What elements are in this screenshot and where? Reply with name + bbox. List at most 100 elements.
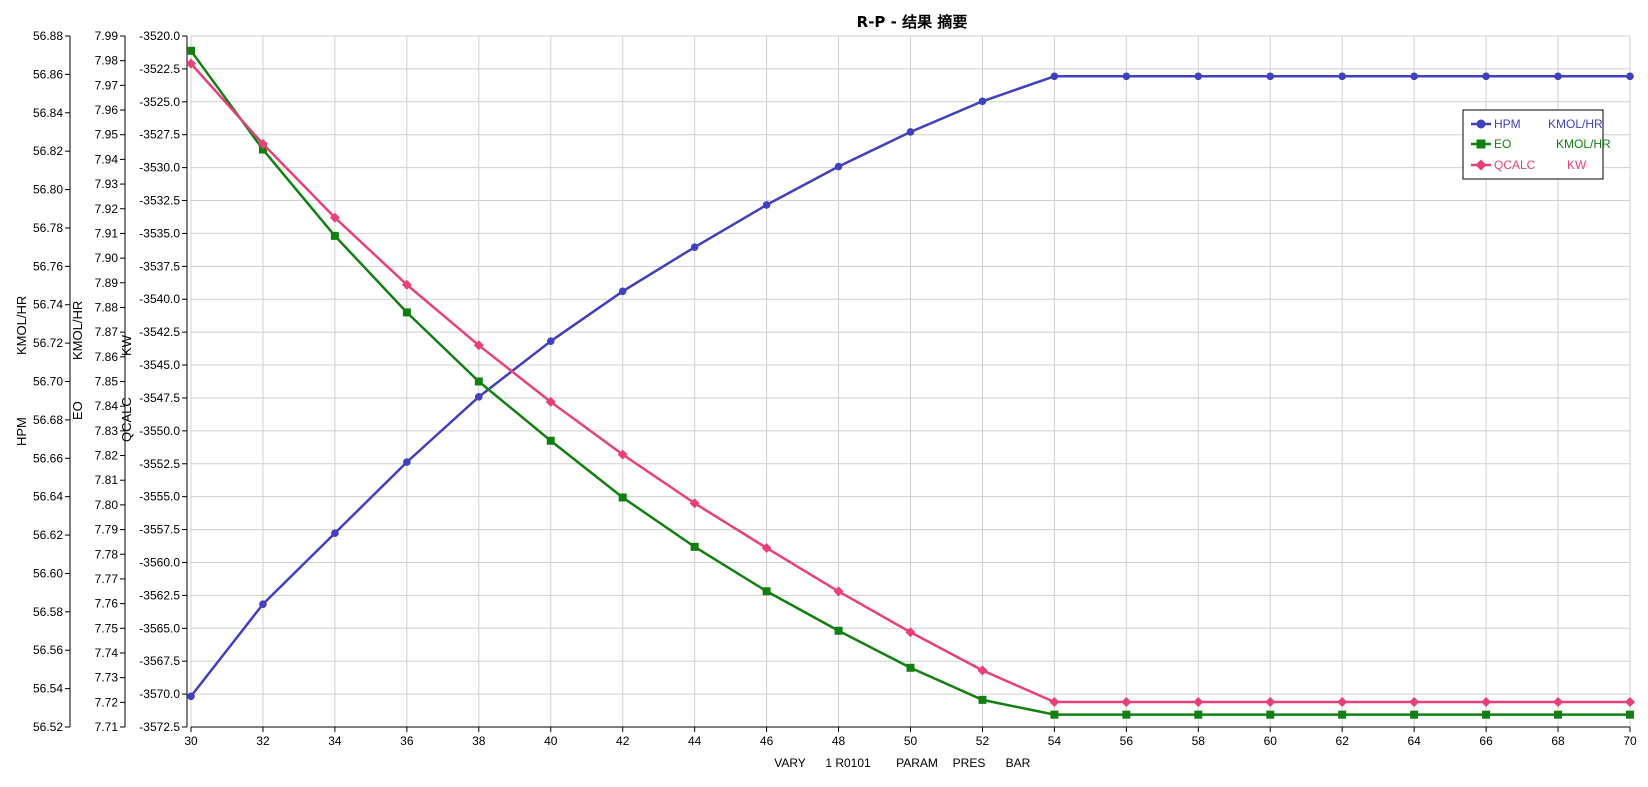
x-tick-label: 42	[616, 734, 630, 748]
y-axis-title-qcalc: QCALC KW	[119, 334, 134, 442]
y-tick-label: 56.56	[33, 643, 63, 657]
data-point-eo	[474, 377, 483, 386]
data-point-qcalc	[401, 279, 412, 290]
y-tick-label: 56.68	[33, 413, 63, 427]
data-point-qcalc	[977, 665, 988, 676]
y-tick-label: -3547.5	[139, 391, 180, 405]
legend-unit-hpm: KMOL/HR	[1548, 117, 1603, 131]
data-point-hpm	[187, 692, 195, 701]
data-point-qcalc	[1337, 696, 1348, 707]
y-axis-unit-eo: KMOL/HR	[70, 301, 85, 360]
data-point-eo	[546, 436, 555, 445]
y-tick-label: 7.75	[95, 621, 119, 635]
data-point-eo	[1410, 710, 1419, 719]
y-tick-label: 7.95	[95, 128, 119, 142]
data-point-qcalc	[329, 212, 340, 223]
data-point-hpm	[762, 201, 771, 209]
data-point-hpm	[475, 393, 483, 401]
y-tick-label: 7.73	[95, 671, 119, 685]
y-tick-label: 7.93	[95, 177, 119, 191]
y-tick-label: 7.97	[95, 78, 119, 92]
y-axis-title-hpm: HPM KMOL/HR	[14, 296, 29, 446]
series-qcalc	[186, 58, 1635, 707]
y-tick-label: 7.74	[95, 646, 119, 660]
x-tick-label: 46	[760, 734, 774, 748]
y-tick-label: 7.85	[95, 375, 119, 389]
data-point-eo	[690, 542, 699, 551]
data-point-hpm	[403, 458, 411, 466]
y-tick-label: 56.54	[33, 682, 63, 696]
x-label-param: PARAM	[896, 756, 938, 770]
legend-box	[1462, 109, 1604, 180]
y-tick-label: 7.96	[95, 103, 119, 117]
y-tick-label: 56.76	[33, 259, 63, 273]
x-tick-label: 48	[832, 734, 846, 748]
data-point-hpm	[978, 97, 987, 106]
y-tick-label: 56.62	[33, 528, 63, 542]
data-point-qcalc	[905, 627, 916, 638]
data-point-qcalc	[186, 58, 196, 69]
y-tick-label: -3535.0	[139, 226, 180, 240]
y-tick-label: -3525.0	[139, 95, 180, 109]
data-point-qcalc	[473, 340, 484, 351]
y-tick-label: 7.78	[95, 547, 119, 561]
y-axis-name-eo: EO	[70, 401, 85, 420]
data-point-hpm	[1410, 72, 1418, 81]
y-tick-label: 7.94	[95, 152, 119, 166]
x-tick-label: 60	[1264, 734, 1278, 748]
y-tick-label: 7.99	[95, 29, 119, 43]
y-axis-name-qcalc: QCALC	[119, 397, 134, 442]
data-point-qcalc	[689, 498, 700, 509]
y-tick-label: 56.86	[33, 67, 63, 81]
y-tick-label: 7.72	[95, 695, 119, 709]
y-tick-label: -3560.0	[139, 555, 180, 569]
y-tick-label: 56.80	[33, 183, 63, 197]
y-tick-label: 56.72	[33, 336, 63, 350]
y-tick-label: -3545.0	[139, 358, 180, 372]
y-axis-title-eo: EO KMOL/HR	[70, 301, 85, 420]
x-tick-label: 40	[544, 734, 558, 748]
data-point-qcalc	[1625, 696, 1635, 707]
y-tick-label: 7.88	[95, 300, 119, 314]
x-tick-label: 38	[472, 734, 486, 748]
data-point-eo	[258, 145, 267, 154]
y-tick-label: 7.76	[95, 597, 119, 611]
x-tick-label: 36	[400, 734, 414, 748]
y-tick-label: 7.90	[95, 251, 119, 265]
y-tick-label: 7.84	[95, 399, 119, 413]
y-tick-label: -3565.0	[139, 621, 180, 635]
data-point-hpm	[331, 529, 339, 537]
data-point-hpm	[1338, 72, 1346, 81]
x-tick-label: 32	[256, 734, 270, 748]
legend-marker-hpm	[1476, 119, 1486, 129]
y-tick-label: 7.82	[95, 449, 119, 463]
legend-item-hpm: HPM KMOL/HR	[1471, 117, 1603, 131]
series-hpm	[187, 72, 1634, 701]
data-point-eo	[1194, 710, 1203, 719]
legend-marker-qcalc	[1475, 159, 1487, 171]
y-tick-label: -3537.5	[139, 259, 180, 273]
y-tick-label: 7.81	[95, 473, 119, 487]
x-label-pres: PRES	[953, 756, 986, 770]
data-point-hpm	[1122, 72, 1131, 81]
data-point-eo	[1338, 710, 1347, 719]
data-point-eo	[1122, 710, 1131, 719]
y-tick-label: 7.83	[95, 424, 119, 438]
y-tick-label: 56.74	[33, 298, 63, 312]
data-point-eo	[1050, 710, 1059, 719]
data-point-hpm	[834, 162, 843, 171]
data-point-eo	[1554, 710, 1563, 719]
data-point-qcalc	[257, 138, 268, 149]
data-point-qcalc	[833, 586, 844, 597]
x-tick-label: 58	[1192, 734, 1206, 748]
x-label-vary: VARY	[774, 756, 806, 770]
data-point-qcalc	[1121, 696, 1132, 707]
data-point-eo	[978, 695, 987, 704]
y-tick-label: -3527.5	[139, 128, 180, 142]
data-point-hpm	[618, 287, 627, 296]
data-point-hpm	[259, 600, 267, 608]
data-point-hpm	[1554, 72, 1562, 81]
legend-unit-eo: KMOL/HR	[1556, 137, 1611, 151]
data-point-hpm	[1050, 72, 1059, 81]
y-tick-label: 7.77	[95, 572, 119, 586]
